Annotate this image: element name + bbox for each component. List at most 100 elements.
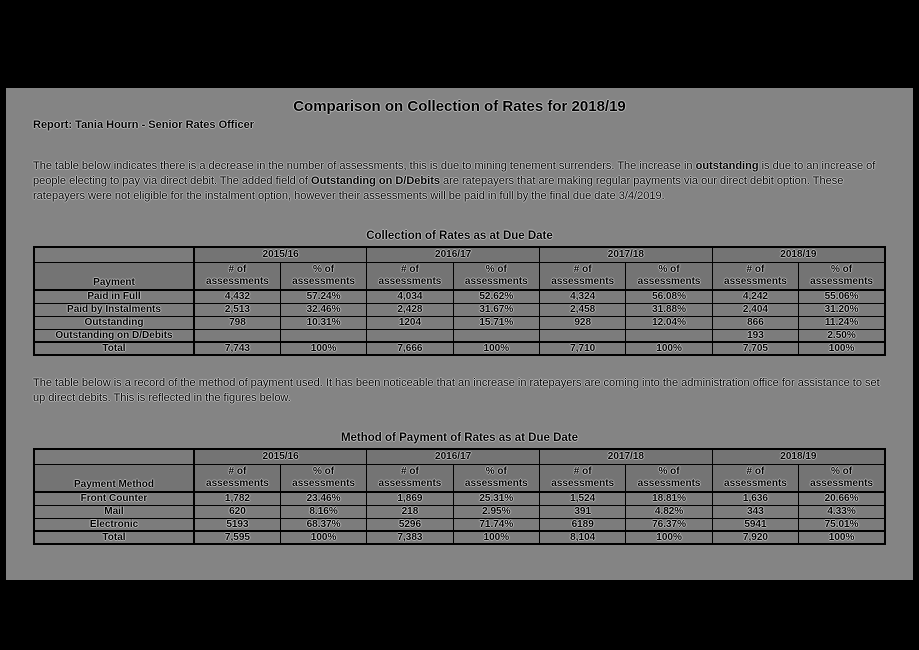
value-cell: 8.16% (279, 504, 368, 519)
value-cell: 1,782 (193, 491, 281, 506)
payment-method-column-header: Payment Method (33, 463, 195, 493)
num-assessments-header: # of assessments (711, 463, 800, 493)
collection-year-header-row: 2015/16 2016/17 2017/18 2018/19 (33, 246, 886, 263)
value-cell: 7,595 (193, 530, 281, 545)
page-title: Comparison on Collection of Rates for 20… (293, 98, 626, 115)
value-cell: 620 (193, 504, 281, 519)
corner-cell (33, 246, 195, 263)
value-cell (538, 328, 627, 343)
collection-table-title: Collection of Rates as at Due Date (366, 230, 553, 242)
pct-assessments-header: % of assessments (798, 261, 886, 291)
value-cell: 71.74% (452, 517, 541, 532)
method-subheader-row: Payment Method # of assessments % of ass… (33, 463, 886, 493)
value-cell: 2,458 (538, 302, 627, 317)
value-cell: 1204 (366, 315, 454, 330)
value-cell: 7,705 (711, 341, 800, 356)
table-row-total: Total 7,743 100% 7,666 100% 7,710 100% 7… (33, 341, 886, 356)
year-header-2016-17: 2016/17 (366, 448, 540, 465)
num-assessments-header: # of assessments (711, 261, 800, 291)
table-row-paid-by-instalments: Paid by Instalments 2,513 32.46% 2,428 3… (33, 302, 886, 317)
collection-table: 2015/16 2016/17 2017/18 2018/19 Payment … (33, 246, 886, 356)
value-cell: 798 (193, 315, 281, 330)
value-cell: 52.62% (452, 289, 541, 304)
row-label: Total (33, 341, 195, 356)
num-assessments-header: # of assessments (193, 261, 281, 291)
method-paragraph: The table below is a record of the metho… (33, 377, 880, 404)
intro-text-1: The table below indicates there is a dec… (33, 160, 696, 172)
value-cell: 57.24% (279, 289, 368, 304)
value-cell: 76.37% (625, 517, 713, 532)
num-assessments-header: # of assessments (538, 261, 627, 291)
value-cell: 4,324 (538, 289, 627, 304)
table-row-mail: Mail 620 8.16% 218 2.95% 391 4.82% 343 4… (33, 504, 886, 519)
value-cell: 2,404 (711, 302, 800, 317)
year-header-2016-17: 2016/17 (366, 246, 540, 263)
intro-bold-ddebits: Outstanding on D/Debits (311, 175, 440, 187)
value-cell: 218 (366, 504, 454, 519)
corner-cell (33, 448, 195, 465)
value-cell: 100% (798, 530, 886, 545)
year-header-2015-16: 2015/16 (193, 448, 368, 465)
row-label: Total (33, 530, 195, 545)
value-cell: 15.71% (452, 315, 541, 330)
value-cell: 7,666 (366, 341, 454, 356)
year-header-2017-18: 2017/18 (539, 246, 713, 263)
value-cell: 2,513 (193, 302, 281, 317)
pct-assessments-header: % of assessments (798, 463, 886, 493)
value-cell (366, 328, 454, 343)
value-cell: 193 (711, 328, 800, 343)
value-cell: 100% (279, 530, 368, 545)
value-cell: 75.01% (798, 517, 886, 532)
value-cell: 5296 (366, 517, 454, 532)
method-year-header-row: 2015/16 2016/17 2017/18 2018/19 (33, 448, 886, 465)
value-cell: 2.95% (452, 504, 541, 519)
pct-assessments-header: % of assessments (625, 463, 713, 493)
table-row-paid-in-full: Paid in Full 4,432 57.24% 4,034 52.62% 4… (33, 289, 886, 304)
intro-bold-outstanding: outstanding (695, 160, 759, 172)
value-cell: 20.66% (798, 491, 886, 506)
intro-paragraph: The table below indicates there is a dec… (33, 159, 886, 204)
payment-column-header: Payment (33, 261, 195, 291)
pct-assessments-header: % of assessments (452, 463, 541, 493)
value-cell: 2.50% (798, 328, 886, 343)
value-cell: 4,242 (711, 289, 800, 304)
value-cell: 10.31% (279, 315, 368, 330)
value-cell: 1,869 (366, 491, 454, 506)
value-cell: 5193 (193, 517, 281, 532)
value-cell: 7,710 (538, 341, 627, 356)
value-cell: 23.46% (279, 491, 368, 506)
value-cell: 31.20% (798, 302, 886, 317)
value-cell: 6189 (538, 517, 627, 532)
value-cell: 4,034 (366, 289, 454, 304)
value-cell: 391 (538, 504, 627, 519)
year-header-2018-19: 2018/19 (711, 448, 886, 465)
method-of-payment-table: 2015/16 2016/17 2017/18 2018/19 Payment … (33, 448, 886, 545)
table-row-electronic: Electronic 5193 68.37% 5296 71.74% 6189 … (33, 517, 886, 532)
intro-text-3: are ratepayers that are making regular p… (33, 175, 844, 202)
value-cell: 7,383 (366, 530, 454, 545)
value-cell: 7,743 (193, 341, 281, 356)
row-label: Mail (33, 504, 195, 519)
num-assessments-header: # of assessments (366, 261, 454, 291)
year-header-2017-18: 2017/18 (539, 448, 713, 465)
value-cell: 4.33% (798, 504, 886, 519)
intro-text-2: is due to an increase of people electing… (33, 160, 876, 187)
value-cell: 4,432 (193, 289, 281, 304)
value-cell: 55.06% (798, 289, 886, 304)
value-cell (452, 328, 541, 343)
value-cell: 5941 (711, 517, 800, 532)
year-header-2018-19: 2018/19 (711, 246, 886, 263)
num-assessments-header: # of assessments (366, 463, 454, 493)
row-label: Outstanding (33, 315, 195, 330)
value-cell (625, 328, 713, 343)
value-cell: 100% (625, 530, 713, 545)
table-row-outstanding: Outstanding 798 10.31% 1204 15.71% 928 1… (33, 315, 886, 330)
value-cell: 1,524 (538, 491, 627, 506)
value-cell: 100% (798, 341, 886, 356)
pct-assessments-header: % of assessments (625, 261, 713, 291)
pct-assessments-header: % of assessments (279, 463, 368, 493)
row-label: Front Counter (33, 491, 195, 506)
value-cell: 928 (538, 315, 627, 330)
value-cell (279, 328, 368, 343)
